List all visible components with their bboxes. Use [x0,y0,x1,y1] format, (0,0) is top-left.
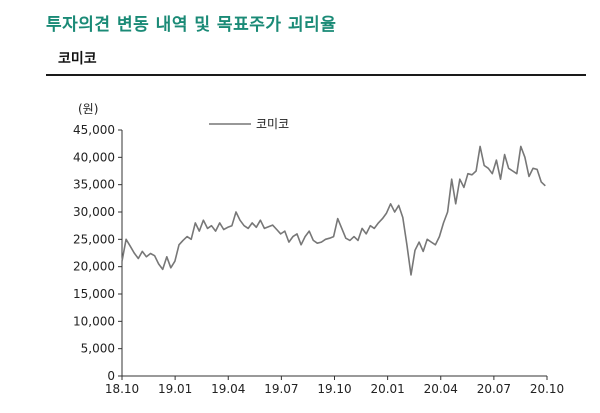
y-tick-label: 35,000 [73,178,115,192]
x-axis-ticks: 18.10 19.01 19.04 19.07 19.10 20.01 20.04 20.07… [105,376,564,396]
y-tick-label: 30,000 [73,205,115,219]
y-axis-ticks: 0 5,000 10,000 15,000 20,000 25,000 30,000 35,0… [73,123,122,383]
legend-label: 코미코 [256,117,289,131]
chart-title: 코미코 [58,51,97,67]
legend: 코미코 [209,117,289,131]
x-tick-label: 19.07 [264,382,298,396]
x-tick-label: 18.10 [105,382,139,396]
y-tick-label: 0 [107,369,115,383]
title-rule [46,74,586,76]
x-tick-label: 20.10 [530,382,564,396]
x-tick-label: 19.04 [211,382,245,396]
axes [121,130,547,377]
y-axis-unit-label: (원) [78,102,98,116]
y-tick-label: 40,000 [73,150,115,164]
x-tick-label: 20.01 [370,382,404,396]
y-tick-label: 10,000 [73,314,115,328]
y-tick-label: 45,000 [73,123,115,137]
series-lines [121,145,546,276]
series-line [121,145,546,276]
y-tick-label: 25,000 [73,232,115,246]
y-tick-label: 20,000 [73,260,115,274]
x-tick-label: 19.10 [317,382,351,396]
y-tick-label: 5,000 [81,342,115,356]
y-tick-label: 15,000 [73,287,115,301]
x-tick-label: 20.04 [424,382,458,396]
x-tick-label: 20.07 [477,382,511,396]
x-tick-label: 19.01 [158,382,192,396]
report-title: 투자의견 변동 내역 및 목표주가 괴리율 [46,15,337,35]
